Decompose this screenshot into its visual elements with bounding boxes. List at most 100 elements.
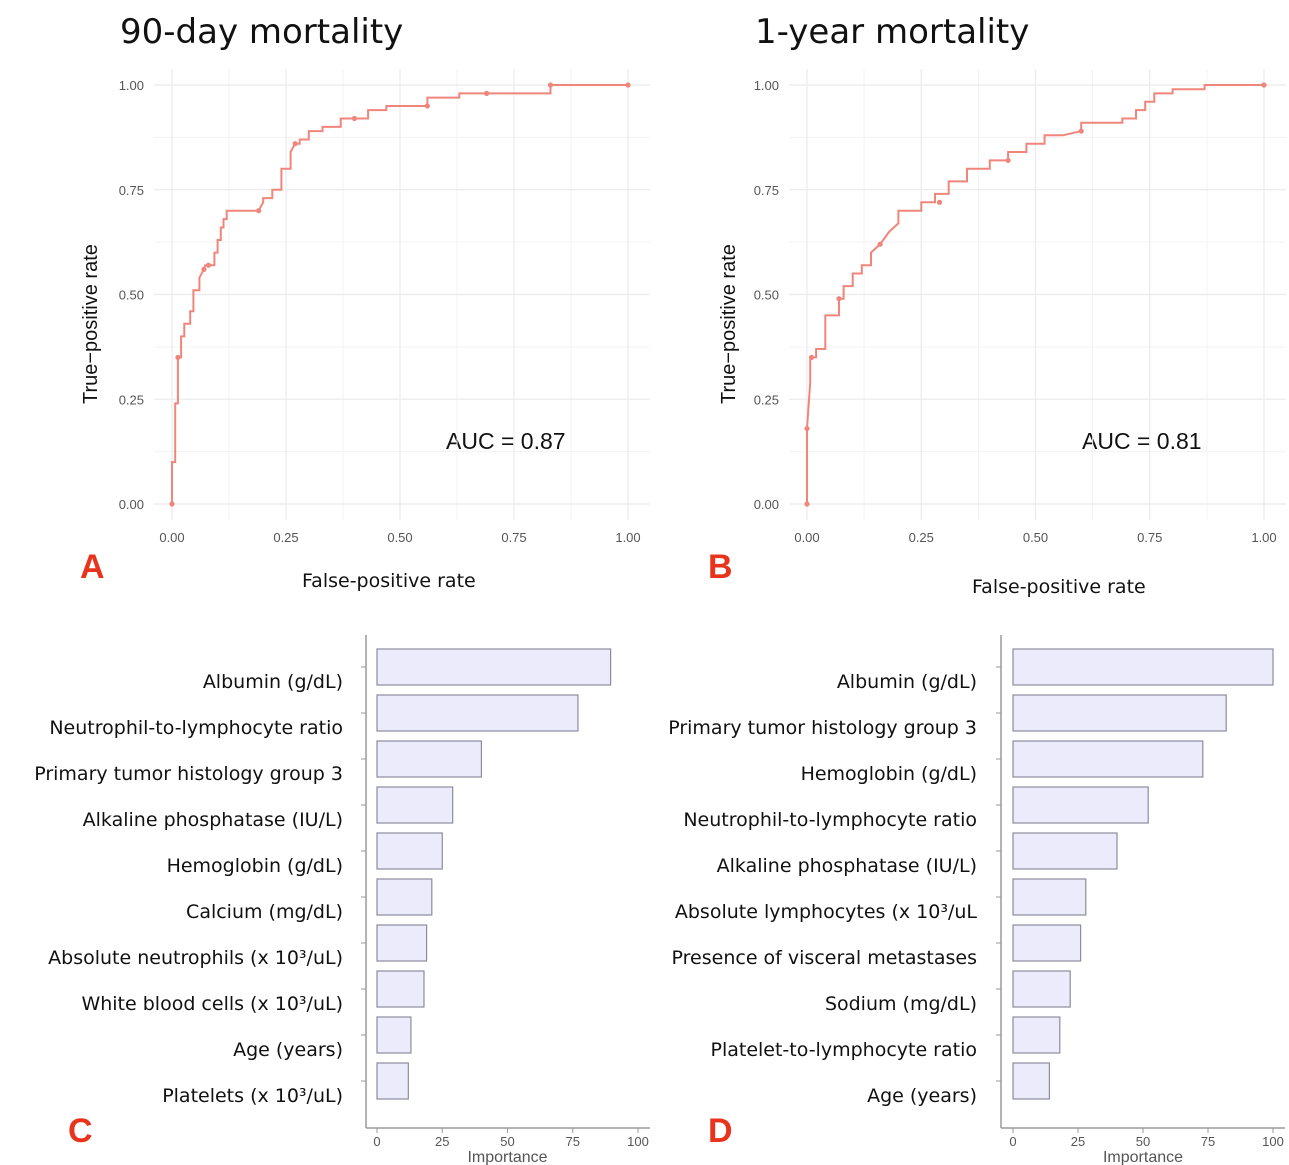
roc-b-auc-annotation: AUC = 0.81: [1082, 428, 1202, 454]
roc-b-ytick-label: 0.00: [754, 497, 779, 512]
bar-d-bar: [1012, 648, 1274, 686]
roc-a-xlabel: False-positive rate: [302, 570, 476, 592]
bar-c-xtick-label: 50: [500, 1134, 514, 1149]
bar-c-category-label: White blood cells (x 10³/uL): [81, 993, 343, 1015]
bar-d-bar: [1012, 740, 1204, 778]
bar-d-bar: [1012, 1016, 1061, 1054]
bar-c-xlabel: Importance: [467, 1149, 547, 1165]
bar-c-bar: [376, 694, 579, 732]
bar-d-bar: [1012, 786, 1149, 824]
bar-d-category-label: Presence of visceral metastases: [672, 947, 977, 969]
bar-d-category-label: Neutrophil-to-lymphocyte ratio: [683, 809, 977, 831]
roc-b-ytick-label: 1.00: [754, 78, 779, 93]
roc-b-ytick-label: 0.50: [754, 288, 779, 303]
bar-c-bar: [376, 878, 433, 916]
roc-b-roc-point: [936, 199, 943, 205]
bar-d-bar: [1012, 878, 1087, 916]
roc-b-roc-point: [1005, 157, 1011, 164]
importance-chart-c: 0 25 50 75 100 Importance Albumin (g/dL) Neutro…: [34, 635, 650, 1165]
roc-b-roc-point: [808, 354, 815, 360]
roc-b-roc-point: [877, 241, 883, 247]
roc-a-xtick-label: 0.75: [501, 530, 526, 545]
bar-c-bar: [376, 786, 454, 824]
bar-c-xtick-label: 0: [373, 1134, 380, 1149]
bar-c-bar: [376, 832, 443, 870]
panel-b-letter: B: [708, 548, 733, 586]
roc-b-xtick-label: 0.50: [1023, 530, 1048, 545]
bar-c-bar: [376, 924, 428, 962]
bar-c-bar: [376, 648, 612, 686]
roc-a-roc-line: [171, 84, 628, 504]
roc-a-auc-annotation: AUC = 0.87: [446, 428, 566, 454]
roc-b-roc-line: [806, 84, 1264, 504]
bar-d-bar: [1012, 970, 1071, 1008]
bar-d-bar: [1012, 694, 1227, 732]
bar-d-xtick-label: 50: [1136, 1134, 1150, 1149]
roc-b-ytick-label: 0.75: [754, 183, 779, 198]
bar-d-category-label: Absolute lymphocytes (x 10³/uL: [675, 901, 978, 923]
panel-b-title: 1-year mortality: [755, 12, 1030, 52]
bar-c-category-label: Hemoglobin (g/dL): [167, 855, 343, 877]
roc-a-ytick-label: 0.25: [119, 392, 144, 407]
bar-d-bar: [1012, 1062, 1051, 1100]
roc-b-roc-point: [836, 296, 842, 302]
roc-a-xtick-label: 0.50: [387, 530, 412, 545]
bar-c-xtick-label: 25: [435, 1134, 449, 1149]
bar-c-xtick-label: 75: [566, 1134, 580, 1149]
bar-c-xtick-label: 100: [627, 1134, 649, 1149]
roc-a-ytick-label: 1.00: [119, 78, 144, 93]
bar-d-bar: [1012, 832, 1118, 870]
bar-c-category-label: Age (years): [233, 1039, 343, 1061]
bar-d-category-label: Hemoglobin (g/dL): [801, 763, 977, 785]
bar-c-bar: [376, 1016, 412, 1054]
roc-a-ytick-label: 0.50: [119, 288, 144, 303]
bar-c-category-label: Platelets (x 10³/uL): [162, 1085, 343, 1107]
bar-d-bar: [1012, 924, 1082, 962]
bar-d-category-label: Platelet-to-lymphocyte ratio: [710, 1039, 977, 1061]
bar-c-category-label: Albumin (g/dL): [203, 671, 343, 693]
bar-d-category-label: Age (years): [867, 1085, 977, 1107]
panel-a-letter: A: [80, 548, 105, 586]
roc-b-roc-point: [1261, 82, 1267, 88]
bar-d-category-label: Albumin (g/dL): [837, 671, 977, 693]
roc-a-roc-point: [351, 115, 357, 122]
roc-a-xtick-label: 0.00: [159, 530, 184, 545]
bar-d-category-label: Primary tumor histology group 3: [668, 717, 977, 739]
bar-c-category-label: Neutrophil-to-lymphocyte ratio: [49, 717, 343, 739]
roc-a-roc-point: [292, 141, 298, 147]
roc-a-roc-point: [201, 266, 207, 272]
roc-b-xtick-label: 0.00: [794, 530, 819, 545]
bar-d-xtick-label: 75: [1201, 1134, 1215, 1149]
roc-b-roc-point: [804, 425, 810, 432]
roc-b-roc-point: [804, 501, 810, 507]
roc-a-xtick-label: 0.25: [273, 530, 298, 545]
bar-d-xlabel: Importance: [1103, 1149, 1183, 1165]
bar-c-category-label: Primary tumor histology group 3: [34, 763, 343, 785]
bar-d-category-label: Sodium (mg/dL): [825, 993, 977, 1015]
panel-d-letter: D: [708, 1112, 733, 1150]
roc-b-xtick-label: 0.75: [1137, 530, 1162, 545]
roc-b-xlabel: False-positive rate: [972, 576, 1146, 598]
roc-a-roc-point: [205, 262, 212, 268]
panel-c-letter: C: [68, 1112, 93, 1150]
bar-d-xtick-label: 100: [1262, 1134, 1284, 1149]
roc-plot-a: 0.00 0.25 0.50 0.75 1.00 0.00 0.25 0.50 0.75 1.00: [119, 69, 650, 545]
bar-d-xtick-label: 0: [1009, 1134, 1016, 1149]
bar-c-bar: [376, 970, 425, 1008]
roc-plot-b: 0.00 0.25 0.50 0.75 1.00 0.00 0.25 0.50 0.75 1.00: [754, 69, 1286, 545]
bar-d-category-label: Alkaline phosphatase (IU/L): [717, 855, 977, 877]
roc-a-roc-point: [175, 354, 181, 360]
bar-c-category-label: Alkaline phosphatase (IU/L): [83, 809, 343, 831]
roc-b-xtick-label: 0.25: [909, 530, 934, 545]
roc-a-ytick-label: 0.00: [119, 497, 144, 512]
bar-c-category-label: Absolute neutrophils (x 10³/uL): [48, 947, 343, 969]
roc-a-roc-point: [625, 82, 631, 88]
roc-a-roc-point: [256, 208, 262, 214]
roc-a-ytick-label: 0.75: [119, 183, 144, 198]
roc-a-roc-point: [424, 103, 430, 109]
roc-a-roc-point: [484, 90, 490, 96]
roc-b-roc-point: [1078, 128, 1084, 134]
bar-c-bar: [376, 740, 483, 778]
importance-chart-d: 0 25 50 75 100 Importance Albumin (g/dL) Primar…: [668, 635, 1285, 1165]
roc-a-roc-point: [547, 82, 554, 88]
